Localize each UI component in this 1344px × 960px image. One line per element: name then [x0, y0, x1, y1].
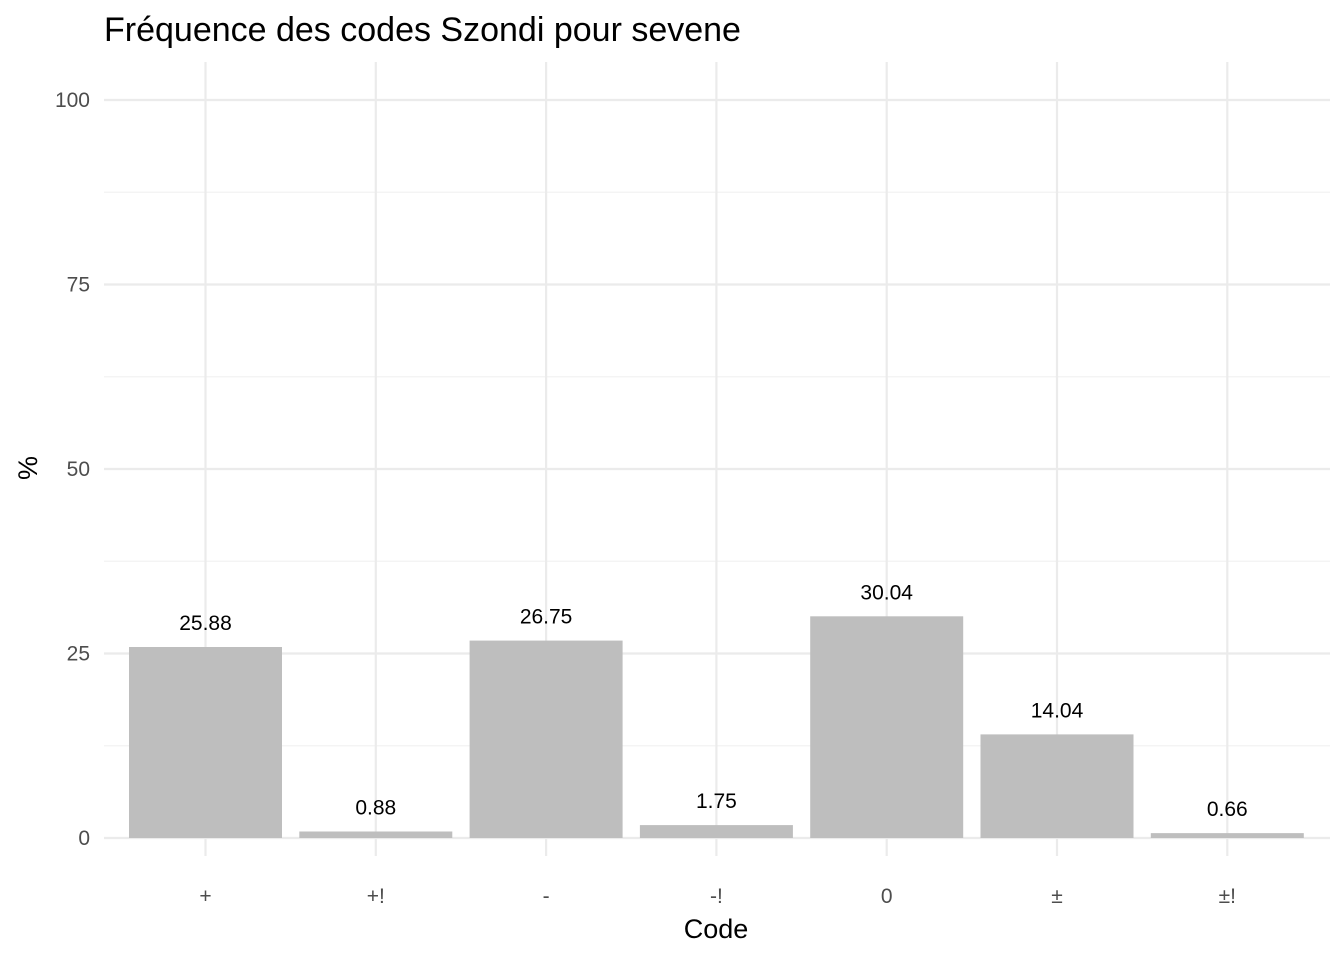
bar [469, 640, 623, 838]
bar-value-label: 0.66 [1207, 798, 1248, 821]
data-labels: 25.88 0.88 26.75 1.75 30.04 14.04 0.66 [179, 581, 1248, 821]
y-tick-label: 50 [67, 458, 90, 481]
x-tick-label: ± [1051, 885, 1063, 908]
bar [129, 647, 282, 838]
x-axis-ticks: + +! - -! 0 ± ±! [199, 885, 1236, 908]
x-tick-label: - [543, 885, 550, 908]
y-tick-label: 0 [78, 827, 90, 850]
y-tick-label: 75 [67, 274, 90, 297]
y-axis-title: % [13, 456, 43, 480]
bar-value-label: 30.04 [860, 581, 913, 604]
y-tick-label: 25 [67, 643, 90, 666]
bar-value-label: 25.88 [179, 612, 232, 635]
x-tick-label: ±! [1219, 885, 1236, 908]
bar [639, 825, 793, 838]
x-axis-title: Code [684, 914, 749, 944]
chart-title: Fréquence des codes Szondi pour sevene [104, 11, 741, 49]
bar-value-label: 1.75 [696, 790, 737, 813]
bar [980, 734, 1134, 838]
bar [810, 616, 964, 838]
bar-value-label: 14.04 [1031, 699, 1084, 722]
x-tick-label: +! [367, 885, 385, 908]
x-tick-label: 0 [881, 885, 893, 908]
bar [1150, 833, 1304, 838]
y-axis-ticks: 0 25 50 75 100 [55, 89, 90, 850]
y-tick-label: 100 [55, 89, 90, 112]
bar [299, 831, 453, 838]
x-tick-label: -! [710, 885, 723, 908]
bar-value-label: 0.88 [355, 797, 396, 820]
x-tick-label: + [199, 885, 211, 908]
bars [129, 616, 1304, 838]
bar-value-label: 26.75 [520, 606, 573, 629]
grid-lines [104, 62, 1330, 856]
